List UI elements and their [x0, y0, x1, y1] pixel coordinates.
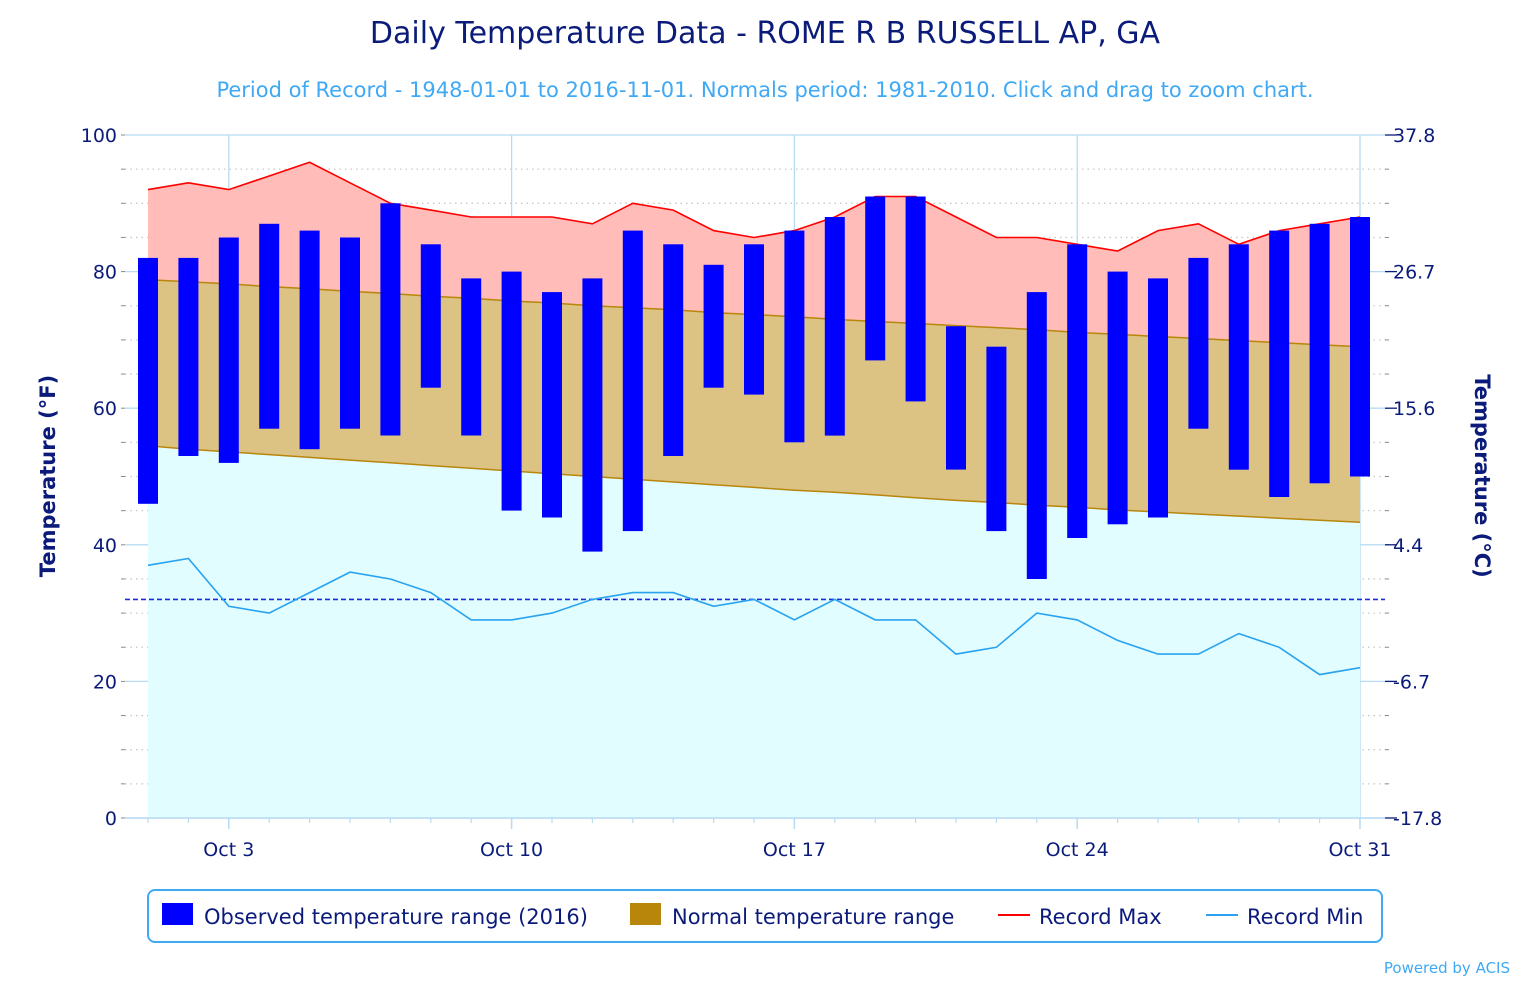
observed-bar[interactable]	[1067, 244, 1088, 539]
record-max-line[interactable]	[147, 161, 1361, 252]
observed-bar[interactable]	[259, 223, 280, 429]
legend-label-normal[interactable]: Normal temperature range	[672, 905, 954, 929]
observed-bar[interactable]	[420, 244, 441, 388]
observed-bar[interactable]	[178, 257, 199, 456]
observed-bar[interactable]	[986, 346, 1007, 532]
observed-bar[interactable]	[1026, 292, 1047, 579]
observed-bar[interactable]	[865, 196, 886, 361]
record-lines	[125, 161, 1385, 676]
y-tick-label-left: 20	[93, 671, 117, 693]
y-tick-label-right: 37.8	[1393, 125, 1435, 147]
y-tick-label-right: 15.6	[1393, 398, 1435, 420]
record-min-band	[148, 445, 1360, 818]
chart-subtitle: Period of Record - 1948-01-01 to 2016-11…	[216, 78, 1313, 102]
x-tick-label: Oct 3	[203, 839, 254, 861]
legend-swatch-normal	[630, 903, 661, 925]
legend-label-record-max[interactable]: Record Max	[1039, 905, 1162, 929]
observed-bar[interactable]	[744, 244, 764, 395]
y-tick-label-left: 40	[93, 535, 117, 557]
y-tick-label-right: 26.7	[1393, 262, 1435, 284]
legend-box	[147, 889, 1383, 943]
credit-link[interactable]: Powered by ACIS	[1384, 959, 1510, 977]
observed-bar[interactable]	[824, 217, 845, 436]
y-tick-label-right: 4.4	[1393, 535, 1423, 557]
y-tick-label-left: 100	[81, 125, 117, 147]
record-min-line[interactable]	[147, 557, 1361, 676]
observed-bar[interactable]	[622, 230, 643, 532]
observed-bar[interactable]	[703, 264, 724, 388]
observed-bars[interactable]	[138, 196, 1370, 580]
y-tick-label-left: 60	[93, 398, 117, 420]
legend-label-observed[interactable]: Observed temperature range (2016)	[204, 905, 588, 929]
normal-range-band	[148, 279, 1360, 523]
x-tick-label: Oct 31	[1328, 839, 1391, 861]
x-tick-label: Oct 17	[763, 839, 826, 861]
observed-bar[interactable]	[1309, 223, 1330, 484]
legend-swatch-observed	[162, 903, 193, 925]
observed-bar[interactable]	[218, 237, 239, 463]
legend[interactable]: Observed temperature range (2016) Normal…	[147, 889, 1383, 943]
observed-bar[interactable]	[340, 237, 360, 429]
observed-bar[interactable]	[1188, 257, 1209, 429]
y-tick-label-right: -17.8	[1393, 808, 1442, 830]
y-tick-label-left: 80	[93, 262, 117, 284]
observed-bar[interactable]	[461, 278, 482, 436]
legend-label-record-min[interactable]: Record Min	[1247, 905, 1364, 929]
observed-bar[interactable]	[1228, 244, 1249, 470]
observed-bar[interactable]	[501, 271, 522, 511]
observed-bar[interactable]	[299, 230, 320, 450]
y-tick-label-right: -6.7	[1393, 671, 1430, 693]
observed-bar[interactable]	[905, 196, 926, 402]
y-axis-title-left: Temperature (°F)	[36, 375, 60, 577]
x-tick-label: Oct 24	[1046, 839, 1109, 861]
observed-bar[interactable]	[138, 257, 158, 504]
axes: 0 20 40 60 80 100 -17.8 -6.7 4.4 15.6 26.7 37.8 Oct …	[81, 125, 1442, 861]
observed-bar[interactable]	[663, 244, 684, 456]
observed-bar[interactable]	[542, 292, 562, 518]
observed-bar[interactable]	[1350, 217, 1370, 477]
observed-bar[interactable]	[380, 203, 401, 436]
observed-bar[interactable]	[784, 230, 805, 443]
y-tick-label-left: 0	[105, 808, 117, 830]
observed-bar[interactable]	[1269, 230, 1290, 497]
observed-bar[interactable]	[1148, 278, 1168, 518]
x-tick-label: Oct 10	[480, 839, 543, 861]
observed-bar[interactable]	[946, 326, 966, 470]
y-axis-title-right: Temperature (°C)	[1470, 374, 1494, 577]
observed-bar[interactable]	[1107, 271, 1128, 525]
observed-bar[interactable]	[582, 278, 603, 552]
chart-title: Daily Temperature Data - ROME R B RUSSEL…	[370, 16, 1161, 51]
